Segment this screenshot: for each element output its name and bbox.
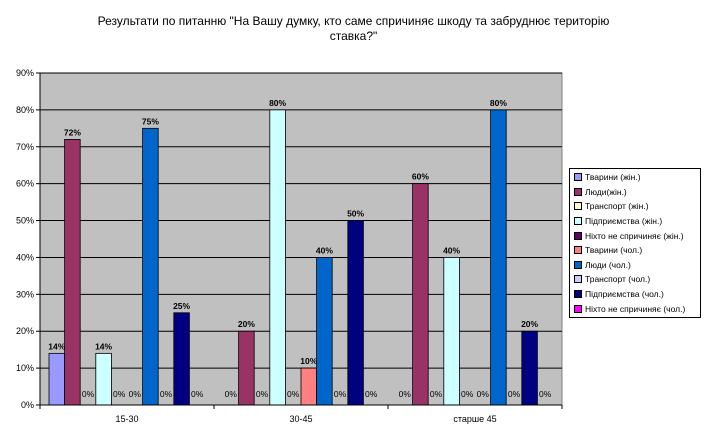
bar <box>48 352 66 406</box>
legend-label: Транспорт (жін.) <box>585 201 649 212</box>
data-label: 60% <box>412 172 429 182</box>
axes: 0% 10% 20% 30% 40% 50% 60% 70% 80% 90% 15-30 30-45 с… <box>16 68 563 424</box>
y-tick-label: 40% <box>16 252 34 262</box>
data-label: 0% <box>191 389 204 399</box>
data-label: 0% <box>225 389 238 399</box>
plot-area <box>39 72 563 406</box>
bar <box>64 138 81 406</box>
plot-background <box>39 72 563 406</box>
bar <box>142 127 159 406</box>
bar <box>412 183 429 406</box>
legend-swatch <box>574 202 582 211</box>
data-label: 0% <box>129 389 142 399</box>
y-tick-label: 70% <box>16 142 34 152</box>
legend-item: Ніхто не спричиняє (чол.) <box>570 301 700 316</box>
gridlines <box>40 72 562 369</box>
chart-title-line-2: ставка?" <box>329 29 378 43</box>
chart-title: Результати по питанню "На Вашу думку, кт… <box>0 14 707 44</box>
y-tick-label: 0% <box>21 400 34 410</box>
x-tick-label: старше 45 <box>453 414 496 424</box>
legend-item: Тварини (жін.) <box>570 170 700 185</box>
y-tick-label: 60% <box>16 179 34 189</box>
data-label: 0% <box>334 389 347 399</box>
legend: Тварини (жін.) Люди(жін.) Транспорт (жін.)… <box>569 168 701 318</box>
data-label: 0% <box>539 389 552 399</box>
legend-label: Люди(жін.) <box>585 186 627 197</box>
bar <box>269 109 286 406</box>
legend-item: Транспорт (жін.) <box>570 199 700 214</box>
legend-item: Транспорт (чол.) <box>570 272 700 287</box>
data-label: 14% <box>95 341 112 351</box>
legend-swatch <box>574 217 582 226</box>
data-label: 80% <box>490 98 507 108</box>
data-label: 50% <box>347 209 364 219</box>
data-label: 0% <box>160 389 173 399</box>
data-label: 0% <box>256 389 269 399</box>
bar <box>347 220 364 406</box>
bar <box>443 257 460 406</box>
legend-swatch <box>574 246 582 255</box>
legend-item: Люди (чол.) <box>570 258 700 273</box>
legend-label: Тварини (чол.) <box>585 245 643 256</box>
data-label: 25% <box>173 301 190 311</box>
legend-swatch <box>574 173 582 182</box>
data-label: 10% <box>300 356 317 366</box>
data-label: 0% <box>365 389 378 399</box>
bar <box>173 312 190 406</box>
bar <box>95 352 112 406</box>
bar <box>300 367 318 406</box>
bar <box>521 330 538 406</box>
legend-item: Підприємства (чол.) <box>570 287 700 302</box>
data-label: 0% <box>461 389 474 399</box>
data-label: 40% <box>443 245 460 255</box>
bar <box>238 330 255 406</box>
legend-label: Люди (чол.) <box>585 259 631 270</box>
bar <box>316 257 333 406</box>
legend-swatch <box>574 231 582 240</box>
chart-title-line-1: Результати по питанню "На Вашу думку, кт… <box>97 14 610 28</box>
legend-item: Люди(жін.) <box>570 185 700 200</box>
bar <box>490 109 507 406</box>
legend-swatch <box>574 187 582 196</box>
legend-item: Підприємства (жін.) <box>570 214 700 229</box>
data-label: 80% <box>269 98 286 108</box>
legend-label: Транспорт (чол.) <box>585 274 651 285</box>
y-tick-label: 50% <box>16 216 34 226</box>
data-label: 20% <box>521 319 538 329</box>
y-tick-label: 20% <box>16 326 34 336</box>
legend-label: Ніхто не спричиняє (чол.) <box>585 303 686 314</box>
y-tick-label: 30% <box>16 289 34 299</box>
x-tick-label: 30-45 <box>289 414 312 424</box>
legend-label: Підприємства (жін.) <box>585 216 663 227</box>
legend-swatch <box>574 304 582 313</box>
data-label: 0% <box>287 389 300 399</box>
data-label: 0% <box>430 389 443 399</box>
bars <box>48 109 538 406</box>
data-label: 14% <box>48 341 65 351</box>
data-label: 0% <box>477 389 490 399</box>
legend-label: Підприємства (чол.) <box>585 289 664 300</box>
data-labels: 14%72%0%14%0% 0%75%0%25%0% 0%20%0%80%0%10%… <box>48 98 551 399</box>
data-label: 0% <box>82 389 95 399</box>
legend-swatch <box>574 260 582 269</box>
legend-swatch <box>574 275 582 284</box>
y-tick-label: 10% <box>16 363 34 373</box>
data-label: 20% <box>238 319 255 329</box>
data-label: 72% <box>64 127 81 137</box>
data-label: 75% <box>142 116 159 126</box>
y-tick-label: 80% <box>16 105 34 115</box>
data-label: 0% <box>113 389 126 399</box>
data-label: 40% <box>316 245 333 255</box>
legend-label: Тварини (жін.) <box>585 172 641 183</box>
legend-item: Тварини (чол.) <box>570 243 700 258</box>
data-label: 0% <box>399 389 412 399</box>
y-tick-label: 90% <box>16 68 34 78</box>
legend-label: Ніхто не спричиняє (жін.) <box>585 230 684 241</box>
x-tick-label: 15-30 <box>115 414 138 424</box>
legend-item: Ніхто не спричиняє (жін.) <box>570 228 700 243</box>
data-label: 0% <box>508 389 521 399</box>
legend-swatch <box>574 290 582 299</box>
